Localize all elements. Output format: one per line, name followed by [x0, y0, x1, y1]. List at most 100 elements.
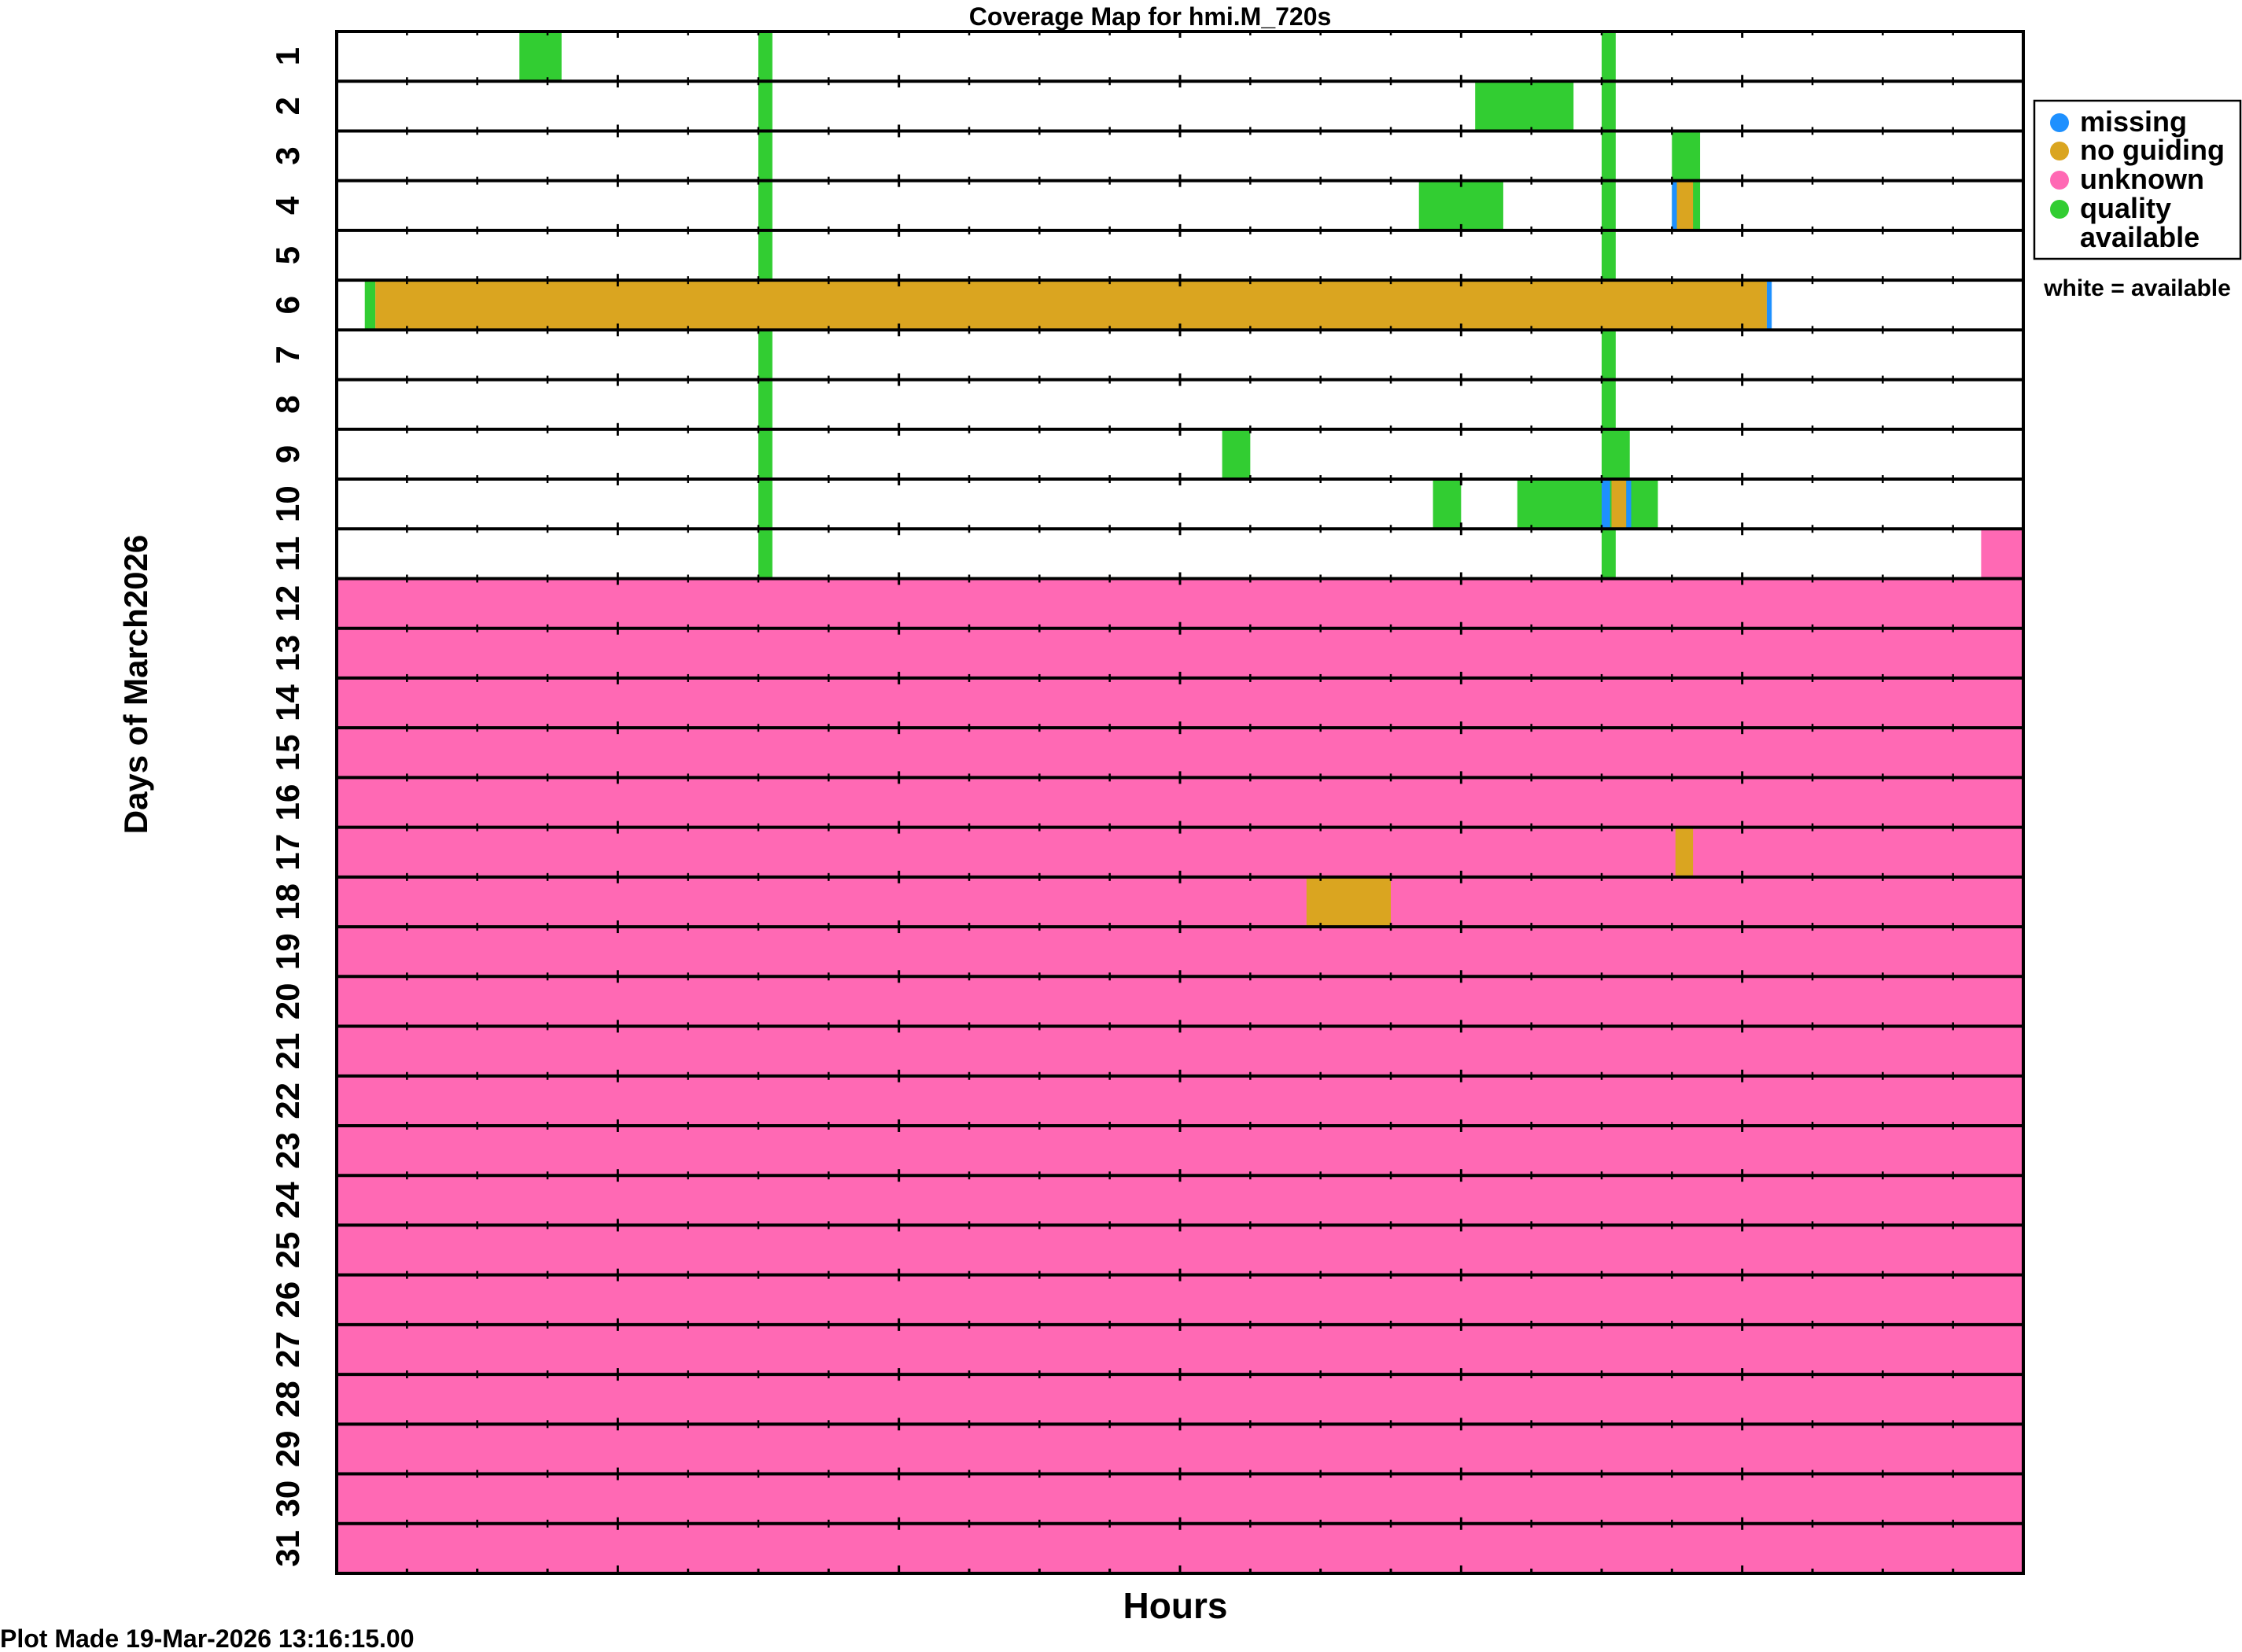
day-label: 24 [269, 1182, 306, 1219]
legend-marker-no-guiding [2050, 142, 2069, 160]
segment-quality [1602, 529, 1616, 579]
day-label: 27 [269, 1331, 306, 1368]
segment-unknown [337, 1075, 2023, 1126]
segment-unknown [337, 1175, 2023, 1226]
segment-quality [1602, 180, 1616, 230]
day-label: 17 [269, 834, 306, 871]
segment-unknown [337, 628, 2023, 678]
segment-quality [1602, 230, 1616, 281]
day-label: 31 [269, 1530, 306, 1567]
segment-quality [1433, 479, 1462, 529]
day-label: 30 [269, 1481, 306, 1517]
legend-marker-missing [2050, 113, 2069, 132]
plot-frame [335, 30, 2025, 1575]
day-label: 9 [269, 445, 306, 463]
day-label: 25 [269, 1232, 306, 1269]
segment-quality [758, 180, 773, 230]
day-label: 4 [269, 196, 306, 215]
segment-unknown [337, 1225, 2023, 1275]
segment-quality [758, 479, 773, 529]
segment-quality [1602, 31, 1616, 82]
segment-unknown [337, 976, 2023, 1027]
segment-unknown [337, 1324, 2023, 1375]
segment-unknown [1981, 529, 2023, 579]
segment-unknown [337, 827, 2023, 877]
segment-quality [519, 31, 562, 82]
day-label: 26 [269, 1281, 306, 1318]
legend-marker-quality [2050, 200, 2069, 219]
segment-quality [758, 429, 773, 480]
segment-no-guiding [375, 280, 1767, 330]
segment-no-guiding [1675, 827, 1694, 877]
segment-quality [758, 31, 773, 82]
segment-quality [1222, 429, 1251, 480]
segment-quality [1602, 379, 1616, 430]
segment-unknown [337, 777, 2023, 828]
segment-no-guiding [1611, 479, 1627, 529]
segment-no-guiding [1306, 876, 1391, 927]
legend-note: white = available [2043, 275, 2231, 301]
legend-label-quality: quality [2080, 192, 2171, 224]
day-label: 5 [269, 246, 306, 264]
legend-label-missing: missing [2080, 105, 2187, 138]
day-label: 18 [269, 883, 306, 920]
day-label: 14 [269, 684, 306, 721]
segment-quality [758, 230, 773, 281]
segment-quality [364, 280, 376, 330]
legend-label-quality-line2: available [2080, 221, 2200, 253]
segment-quality [1672, 131, 1701, 181]
segment-unknown [337, 578, 2023, 629]
day-label: 13 [269, 635, 306, 672]
segment-quality [758, 529, 773, 579]
day-label: 23 [269, 1132, 306, 1169]
day-label: 28 [269, 1381, 306, 1418]
segment-quality [1602, 131, 1616, 181]
y-axis-label: Days of March2026 [117, 535, 154, 835]
segment-unknown [337, 728, 2023, 778]
segment-unknown [337, 1473, 2023, 1524]
day-label: 3 [269, 146, 306, 164]
segment-missing [1626, 479, 1632, 529]
segment-unknown [337, 677, 2023, 728]
segment-unknown [337, 1424, 2023, 1474]
day-label: 16 [269, 784, 306, 821]
legend-label-no-guiding: no guiding [2080, 134, 2225, 166]
segment-quality [1418, 180, 1503, 230]
segment-quality [1602, 330, 1616, 380]
day-label: 21 [269, 1033, 306, 1070]
day-label: 12 [269, 585, 306, 622]
segment-unknown [337, 927, 2023, 977]
segment-quality [758, 81, 773, 131]
day-label: 6 [269, 296, 306, 314]
segment-unknown [337, 1125, 2023, 1176]
plot-area: 1234567891011121314151617181920212223242… [269, 30, 2025, 1575]
chart-title: Coverage Map for hmi.M_720s [969, 2, 1332, 31]
segment-missing [1602, 479, 1610, 529]
segment-quality [758, 131, 773, 181]
legend: missing no guiding unknown quality avail… [2033, 99, 2242, 301]
segment-quality [1602, 81, 1616, 131]
segment-unknown [337, 1026, 2023, 1076]
segment-quality [1602, 429, 1630, 480]
segment-unknown [337, 1374, 2023, 1425]
segment-no-guiding [1676, 180, 1694, 230]
day-label: 22 [269, 1082, 306, 1119]
segment-quality [1475, 81, 1574, 131]
plot-made-footer: Plot Made 19-Mar-2026 13:16:15.00 [0, 1624, 414, 1652]
legend-marker-unknown [2050, 171, 2069, 190]
legend-label-unknown: unknown [2080, 163, 2204, 195]
day-label: 10 [269, 485, 306, 522]
day-label: 7 [269, 345, 306, 363]
day-label: 11 [269, 537, 306, 571]
day-label: 20 [269, 983, 306, 1020]
day-label: 2 [269, 97, 306, 115]
day-label: 15 [269, 734, 306, 771]
x-axis-label: Hours [1123, 1585, 1228, 1626]
segment-unknown [337, 1523, 2023, 1573]
day-label: 19 [269, 933, 306, 970]
day-label: 1 [269, 47, 306, 65]
segment-quality [758, 379, 773, 430]
segment-missing [1766, 280, 1772, 330]
day-label: 8 [269, 396, 306, 414]
